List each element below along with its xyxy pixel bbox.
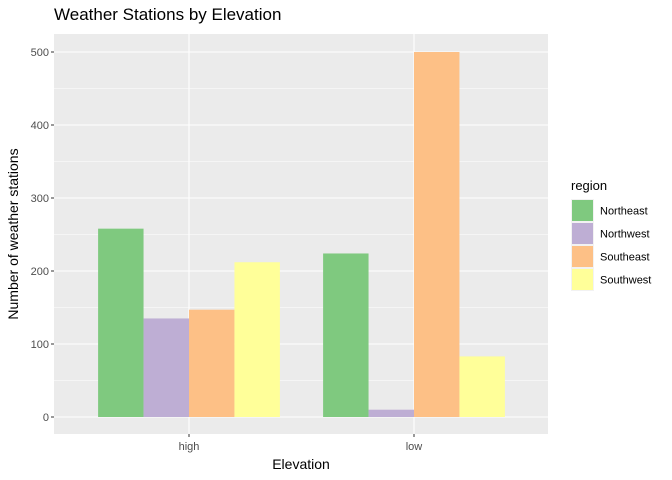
legend-swatch-northwest — [572, 223, 593, 244]
y-axis: 0 100 200 300 400 500 — [31, 47, 54, 424]
bar-high-southeast — [189, 309, 235, 417]
y-tick-label: 0 — [43, 412, 49, 424]
bar-low-southwest — [459, 356, 505, 417]
y-tick-label: 300 — [31, 193, 49, 205]
legend-swatch-southeast — [572, 246, 593, 267]
x-tick-label: low — [406, 441, 423, 453]
legend-swatch-northeast — [572, 200, 593, 221]
x-tick-label: high — [179, 441, 200, 453]
bar-low-northwest — [368, 409, 414, 417]
legend-title: region — [571, 178, 607, 193]
y-tick-label: 400 — [31, 120, 49, 132]
y-axis-title: Number of weather stations — [5, 148, 21, 319]
chart-title: Weather Stations by Elevation — [54, 5, 281, 24]
y-tick-label: 100 — [31, 339, 49, 351]
y-tick-label: 200 — [31, 266, 49, 278]
legend: region Northeast Northwest Southeast Southw… — [571, 178, 651, 291]
bar-high-southwest — [234, 262, 280, 417]
bars — [98, 52, 505, 417]
bar-high-northwest — [143, 318, 189, 417]
legend-label-southeast: Southeast — [600, 252, 650, 264]
legend-swatch-southwest — [572, 269, 593, 290]
x-axis-title: Elevation — [272, 456, 330, 472]
bar-low-southeast — [414, 52, 460, 417]
bar-low-northeast — [323, 253, 369, 417]
x-axis: high low — [179, 434, 423, 453]
y-tick-label: 500 — [31, 47, 49, 59]
legend-label-southwest: Southwest — [600, 275, 651, 287]
bar-high-northeast — [98, 228, 144, 417]
legend-label-northwest: Northwest — [600, 229, 650, 241]
legend-label-northeast: Northeast — [600, 206, 648, 218]
